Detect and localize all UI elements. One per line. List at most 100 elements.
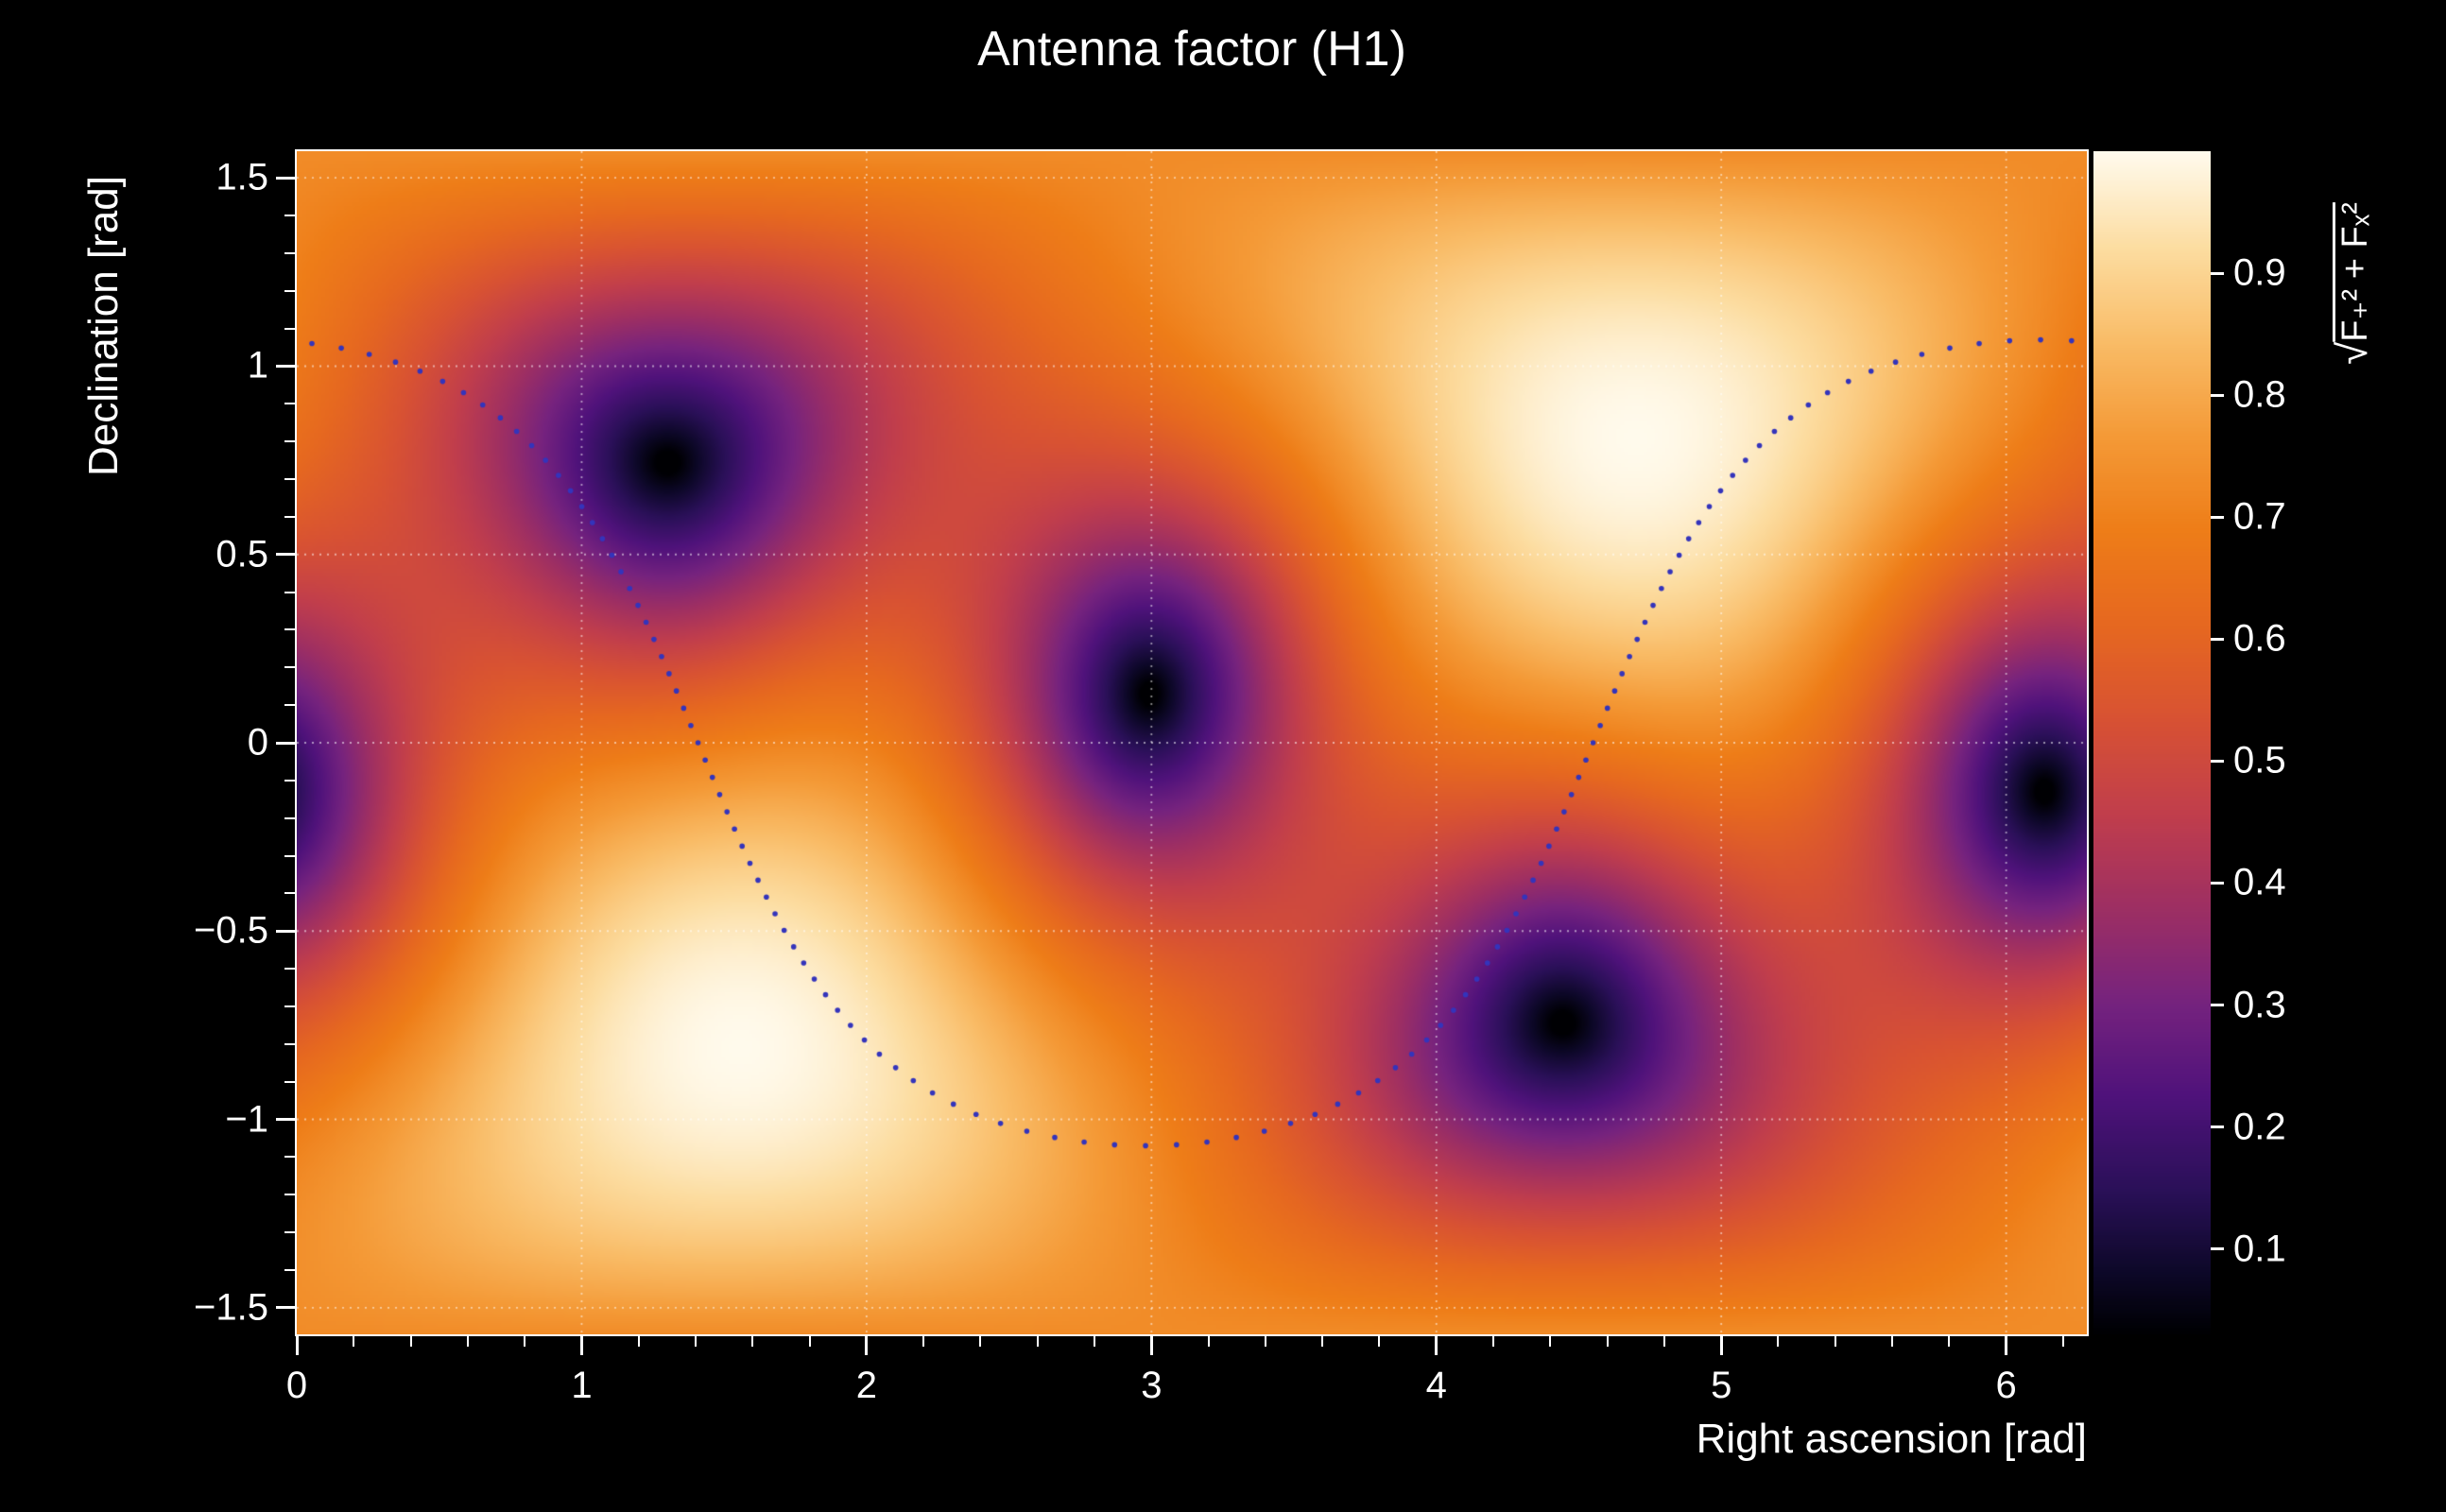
y-axis-minor-tick — [284, 779, 295, 782]
colorbar-tick-label: 0.8 — [2233, 373, 2286, 416]
x-axis-minor-tick — [524, 1336, 526, 1347]
y-axis-minor-tick — [284, 892, 295, 895]
colorbar-tick — [2211, 1247, 2224, 1251]
y-axis-minor-tick — [284, 327, 295, 330]
y-axis-minor-tick — [284, 440, 295, 443]
y-axis-tick — [276, 364, 295, 368]
x-axis-minor-tick — [1948, 1336, 1951, 1347]
y-axis-minor-tick — [284, 515, 295, 518]
y-axis-tick — [276, 929, 295, 933]
x-axis-minor-tick — [1321, 1336, 1324, 1347]
y-axis-tick — [276, 741, 295, 745]
y-axis-minor-tick — [284, 1042, 295, 1045]
x-axis-tick — [1149, 1336, 1153, 1355]
y-axis-minor-tick — [284, 1268, 295, 1271]
x-axis-minor-tick — [466, 1336, 469, 1347]
y-axis-minor-tick — [284, 628, 295, 631]
colorbar-tick — [2211, 881, 2224, 885]
y-axis-tick-label: 0.5 — [215, 533, 268, 576]
y-axis-minor-tick — [284, 403, 295, 405]
y-axis-tick — [276, 553, 295, 557]
colorbar-tick-label: 0.7 — [2233, 495, 2286, 538]
y-axis-minor-tick — [284, 968, 295, 971]
x-axis-minor-tick — [353, 1336, 355, 1347]
y-axis-tick-label: −0.5 — [194, 909, 268, 952]
colorbar-tick-label: 0.4 — [2233, 861, 2286, 903]
x-axis-tick-label: 3 — [1141, 1365, 1163, 1406]
colorbar-tick-label: 0.2 — [2233, 1106, 2286, 1148]
colorbar-tick — [2211, 515, 2224, 519]
colorbar-tick-label: 0.6 — [2233, 617, 2286, 660]
y-axis-minor-tick — [284, 251, 295, 254]
y-axis-minor-tick — [284, 1005, 295, 1007]
y-axis-tick-label: 1 — [247, 344, 268, 387]
y-axis-tick — [276, 1118, 295, 1122]
y-axis-title: Declination [rad] — [80, 176, 127, 476]
x-axis-tick-label: 6 — [1995, 1365, 2017, 1406]
x-axis-minor-tick — [808, 1336, 811, 1347]
x-axis-tick — [1719, 1336, 1723, 1355]
y-axis-minor-tick — [284, 1080, 295, 1083]
x-axis-tick-label: 0 — [285, 1365, 308, 1406]
colorbar-tick — [2211, 1125, 2224, 1129]
y-axis-minor-tick — [284, 1194, 295, 1196]
plot-area — [295, 149, 2089, 1336]
x-axis-tick-label: 1 — [571, 1365, 593, 1406]
y-axis-tick — [276, 1306, 295, 1310]
colorbar-tick — [2211, 759, 2224, 763]
x-axis-minor-tick — [409, 1336, 412, 1347]
x-axis-tick-label: 2 — [855, 1365, 877, 1406]
colorbar-tick-label: 0.3 — [2233, 984, 2286, 1025]
sqrt-radical-symbol: √ — [2330, 341, 2376, 365]
colorbar-tick-label: 0.1 — [2233, 1228, 2286, 1270]
colorbar-tick — [2211, 393, 2224, 397]
x-axis-minor-tick — [1264, 1336, 1266, 1347]
colorbar-canvas — [2093, 151, 2211, 1334]
x-axis-minor-tick — [1549, 1336, 1552, 1347]
x-axis-minor-tick — [1777, 1336, 1780, 1347]
y-axis-minor-tick — [284, 704, 295, 707]
y-axis-tick-label: 0 — [247, 721, 268, 764]
x-axis-minor-tick — [751, 1336, 754, 1347]
x-axis-minor-tick — [922, 1336, 925, 1347]
y-axis-tick-label: −1.5 — [194, 1286, 268, 1329]
colorbar — [2093, 151, 2211, 1334]
colorbar-tick — [2211, 271, 2224, 275]
x-axis-tick — [2005, 1336, 2008, 1355]
y-axis-minor-tick — [284, 1231, 295, 1234]
y-axis-minor-tick — [284, 591, 295, 593]
x-axis-tick — [579, 1336, 583, 1355]
y-axis-minor-tick — [284, 666, 295, 669]
y-axis-tick-label: −1 — [225, 1098, 268, 1141]
y-axis-minor-tick — [284, 1156, 295, 1159]
x-axis-minor-tick — [1834, 1336, 1836, 1347]
x-axis-title: Right ascension [rad] — [1696, 1416, 2087, 1462]
colorbar-tick — [2211, 637, 2224, 641]
x-axis-tick-label: 4 — [1425, 1365, 1447, 1406]
grid-track-canvas — [297, 151, 2087, 1334]
colorbar-tick-label: 0.5 — [2233, 739, 2286, 782]
x-axis-minor-tick — [637, 1336, 640, 1347]
y-axis-minor-tick — [284, 854, 295, 857]
y-axis-tick — [276, 176, 295, 180]
x-axis-minor-tick — [2061, 1336, 2064, 1347]
y-axis-minor-tick — [284, 215, 295, 217]
x-axis-minor-tick — [979, 1336, 982, 1347]
y-axis-minor-tick — [284, 289, 295, 292]
x-axis-tick-label: 5 — [1711, 1365, 1732, 1406]
colorbar-axis-title: √F₊² + Fₓ² — [2330, 202, 2377, 365]
chart-title: Antenna factor (H1) — [977, 22, 1406, 77]
colorbar-expression: F₊² + Fₓ² — [2335, 202, 2375, 342]
x-axis-minor-tick — [1378, 1336, 1381, 1347]
colorbar-tick — [2211, 1004, 2224, 1006]
y-axis-minor-tick — [284, 478, 295, 481]
x-axis-tick — [295, 1336, 299, 1355]
x-axis-minor-tick — [1606, 1336, 1609, 1347]
x-axis-minor-tick — [1036, 1336, 1039, 1347]
x-axis-minor-tick — [1662, 1336, 1665, 1347]
x-axis-tick — [865, 1336, 869, 1355]
x-axis-tick — [1435, 1336, 1438, 1355]
x-axis-minor-tick — [1207, 1336, 1210, 1347]
x-axis-minor-tick — [1094, 1336, 1096, 1347]
